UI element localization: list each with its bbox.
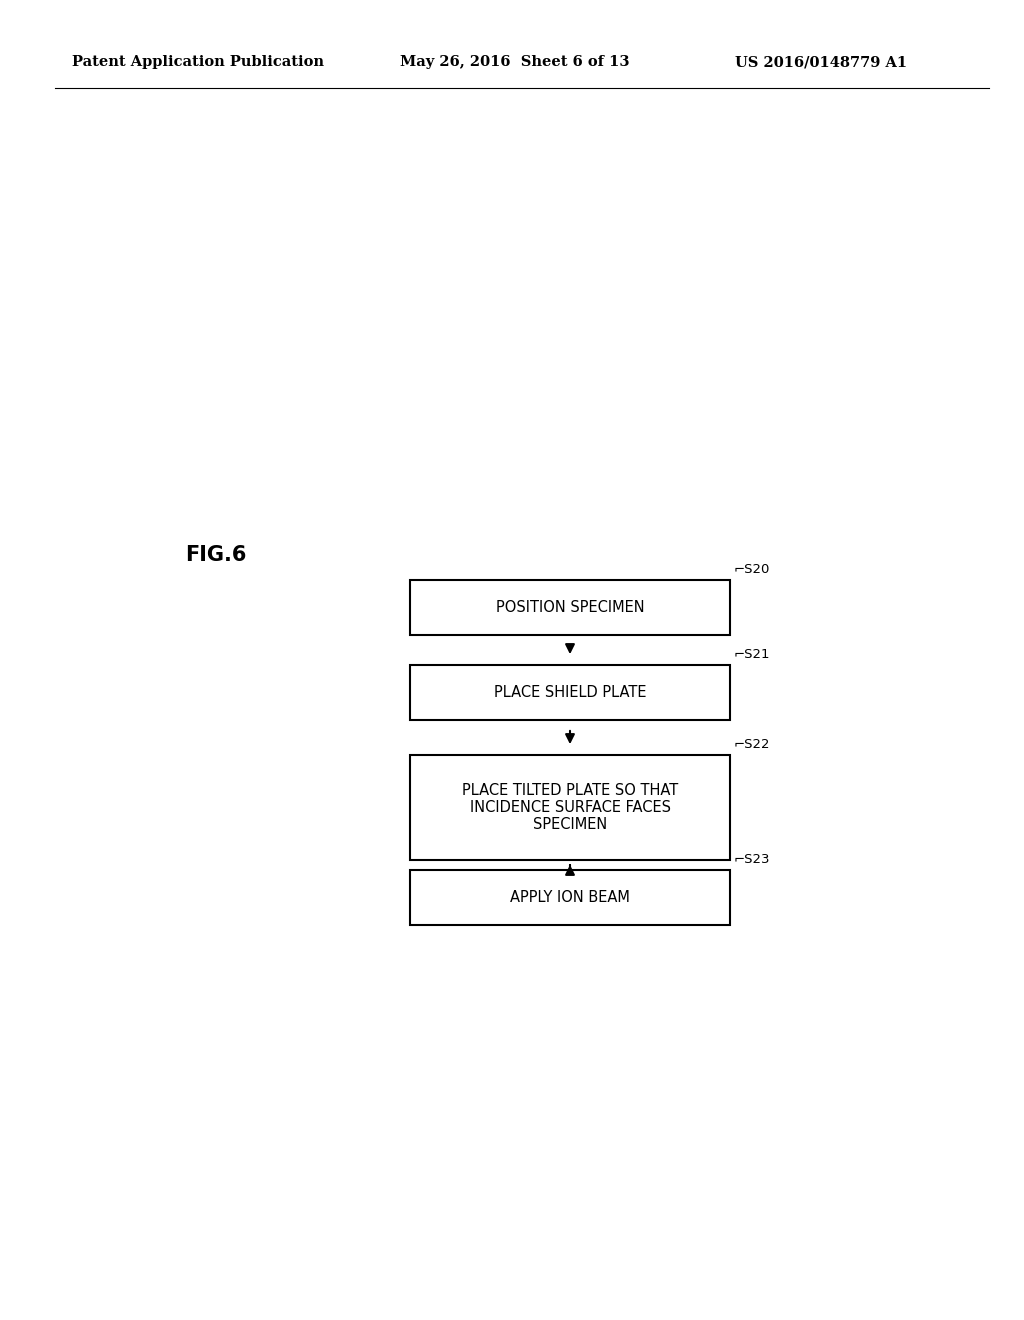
Text: ⌐S20: ⌐S20 — [734, 564, 770, 576]
Text: PLACE TILTED PLATE SO THAT
INCIDENCE SURFACE FACES
SPECIMEN: PLACE TILTED PLATE SO THAT INCIDENCE SUR… — [462, 783, 678, 833]
Text: FIG.6: FIG.6 — [185, 545, 247, 565]
Bar — [410, 665, 730, 719]
Text: ⌐S23: ⌐S23 — [734, 853, 770, 866]
Text: ⌐S22: ⌐S22 — [734, 738, 770, 751]
Text: US 2016/0148779 A1: US 2016/0148779 A1 — [735, 55, 907, 69]
Text: PLACE SHIELD PLATE: PLACE SHIELD PLATE — [494, 685, 646, 700]
Text: APPLY ION BEAM: APPLY ION BEAM — [510, 890, 630, 906]
Text: Patent Application Publication: Patent Application Publication — [72, 55, 324, 69]
Bar — [410, 579, 730, 635]
Text: POSITION SPECIMEN: POSITION SPECIMEN — [496, 601, 644, 615]
Text: ⌐S21: ⌐S21 — [734, 648, 770, 661]
Text: May 26, 2016  Sheet 6 of 13: May 26, 2016 Sheet 6 of 13 — [400, 55, 630, 69]
Bar — [410, 870, 730, 925]
Bar — [410, 755, 730, 861]
